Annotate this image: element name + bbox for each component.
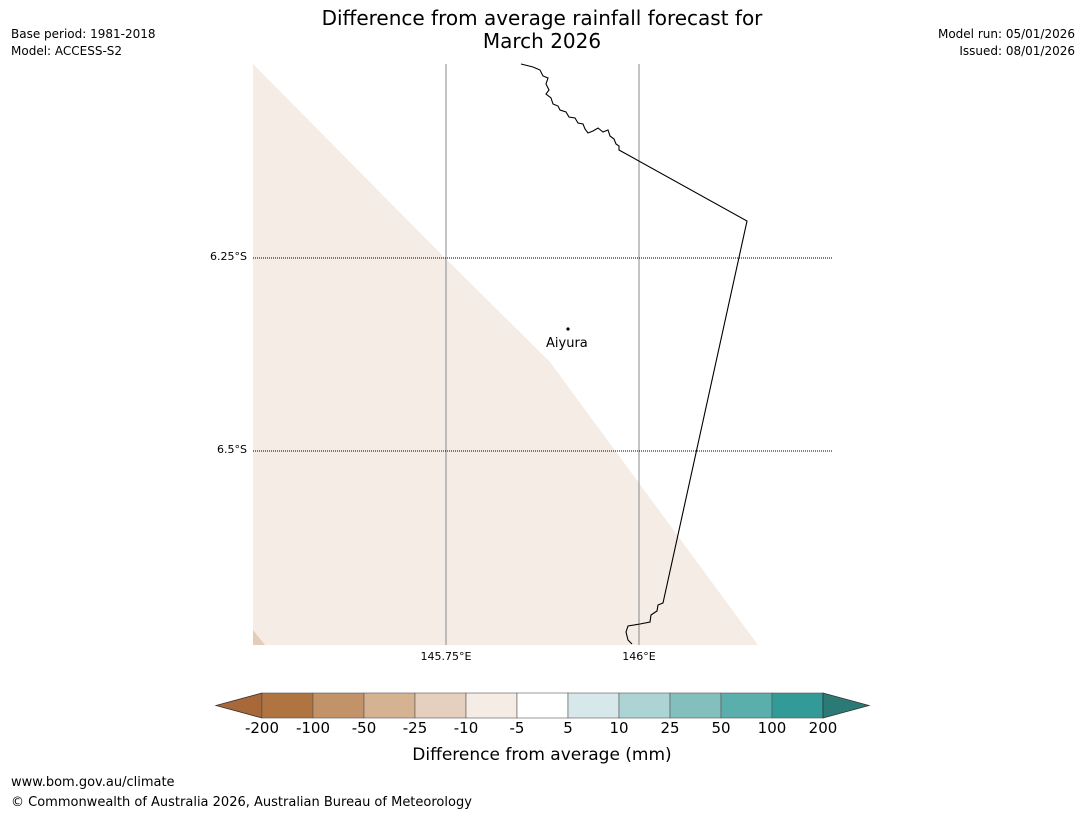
colorbar-tick-label: 100 bbox=[757, 719, 787, 737]
title-line-1: Difference from average rainfall forecas… bbox=[321, 6, 763, 30]
corner-fill-region bbox=[253, 630, 265, 645]
colorbar-segment bbox=[465, 692, 518, 719]
lat-label-6-5: 6.5°S bbox=[217, 443, 247, 456]
colorbar-tick-label: 25 bbox=[660, 719, 680, 737]
base-period: Base period: 1981-2018 bbox=[11, 27, 156, 41]
colorbar-tick-label: -200 bbox=[244, 719, 280, 737]
colorbar-tick-label: -50 bbox=[351, 719, 377, 737]
colorbar-segment bbox=[720, 692, 773, 719]
colorbar-tick-label: 50 bbox=[711, 719, 731, 737]
colorbar-tick-label: -5 bbox=[509, 719, 525, 737]
map-canvas bbox=[253, 63, 832, 645]
aiyura-marker bbox=[566, 327, 570, 331]
colorbar-tick-label: -25 bbox=[402, 719, 428, 737]
colorbar-tick-label: -100 bbox=[295, 719, 331, 737]
colorbar-segment bbox=[771, 692, 824, 719]
footer-copyright: © Commonwealth of Australia 2026, Austra… bbox=[11, 795, 472, 810]
colorbar bbox=[214, 692, 871, 719]
colorbar-segment bbox=[516, 692, 569, 719]
colorbar-tick-label: 5 bbox=[563, 719, 573, 737]
colorbar-title: Difference from average (mm) bbox=[412, 745, 672, 765]
coastline-boundary bbox=[520, 63, 748, 645]
title-line-2: March 2026 bbox=[482, 29, 602, 53]
lat-label-6-25: 6.25°S bbox=[210, 250, 247, 263]
lon-label-146: 146°E bbox=[622, 650, 656, 663]
colorbar-tick-label: 200 bbox=[808, 719, 838, 737]
map-title: Difference from average rainfall forecas… bbox=[242, 7, 842, 53]
colorbar-segment bbox=[312, 692, 365, 719]
colorbar-extend-low bbox=[214, 692, 263, 719]
colorbar-tick-label: -10 bbox=[453, 719, 479, 737]
colorbar-segment bbox=[567, 692, 620, 719]
model-run: Model run: 05/01/2026 bbox=[937, 27, 1075, 41]
colorbar-tick-label: 10 bbox=[609, 719, 629, 737]
colorbar-extend-high bbox=[822, 692, 871, 719]
colorbar-segment bbox=[363, 692, 416, 719]
place-label-aiyura: Aiyura bbox=[546, 336, 588, 351]
forecast-fill-region bbox=[253, 64, 758, 645]
colorbar-segment bbox=[618, 692, 671, 719]
lon-label-145-75: 145.75°E bbox=[420, 650, 472, 663]
footer-url[interactable]: www.bom.gov.au/climate bbox=[11, 775, 175, 790]
issued-date: Issued: 08/01/2026 bbox=[959, 44, 1075, 58]
colorbar-segment bbox=[414, 692, 467, 719]
colorbar-segment bbox=[261, 692, 314, 719]
model-name: Model: ACCESS-S2 bbox=[11, 44, 123, 58]
colorbar-segment bbox=[669, 692, 722, 719]
